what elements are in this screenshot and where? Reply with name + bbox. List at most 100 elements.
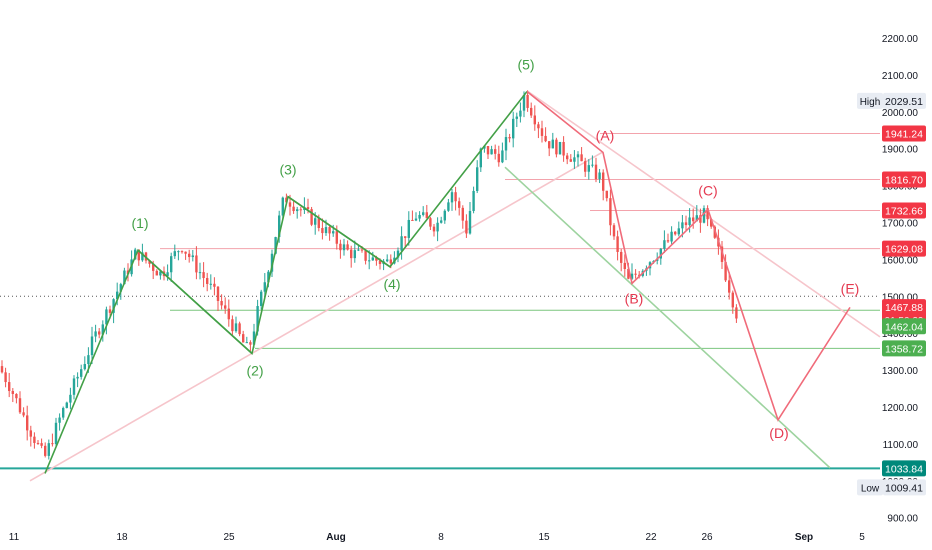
candle-body xyxy=(411,219,414,221)
candle-body xyxy=(580,154,583,162)
candle-body xyxy=(166,272,169,277)
candle-body xyxy=(454,192,457,202)
low-value: 1009.41 xyxy=(885,482,923,494)
candle-body xyxy=(735,307,738,319)
candle-body xyxy=(353,250,356,259)
candle-body xyxy=(202,272,205,279)
candle-body xyxy=(494,149,497,154)
candle-body xyxy=(670,231,673,242)
candle-body xyxy=(87,355,90,364)
candle-body xyxy=(414,218,418,221)
candle-body xyxy=(627,268,630,279)
candle-body xyxy=(602,172,605,191)
candle-body xyxy=(101,324,104,335)
candle-body xyxy=(710,219,713,227)
candle-body xyxy=(249,342,252,345)
candle-body xyxy=(310,209,313,225)
candle-body xyxy=(461,207,464,221)
candle-body xyxy=(148,260,151,264)
low-value-bg xyxy=(883,479,926,496)
high-value-bg xyxy=(883,92,926,109)
candle-body xyxy=(155,270,158,276)
candle-body xyxy=(119,284,122,292)
candle-body xyxy=(378,260,382,265)
y-tick-label: 1700.00 xyxy=(882,219,919,230)
candle-body xyxy=(58,417,61,423)
candle-body xyxy=(51,443,54,445)
candle-body xyxy=(335,231,338,244)
x-tick-label: 18 xyxy=(116,532,128,543)
candle-body xyxy=(576,154,580,158)
x-tick-label: Aug xyxy=(326,532,345,543)
y-tick-label: 1100.00 xyxy=(883,440,919,451)
candle-body xyxy=(72,378,76,395)
level-tag-1033: 1033.84 xyxy=(885,463,923,475)
candle-body xyxy=(591,164,594,166)
level-tag-1816.70-bg xyxy=(882,171,926,188)
candle-body xyxy=(609,198,612,226)
level-tag-1816.70: 1816.70 xyxy=(885,174,923,186)
candle-body xyxy=(728,280,731,293)
y-tick-label: 900.00 xyxy=(887,514,918,525)
candle-body xyxy=(720,246,724,262)
level-tag-1941.24: 1941.24 xyxy=(885,128,923,140)
candle-body xyxy=(450,192,454,203)
y-tick-label: 1500.00 xyxy=(882,292,919,303)
candle-body xyxy=(479,148,482,168)
high-label-bg xyxy=(857,92,883,109)
candle-body xyxy=(504,137,508,151)
price-tags: 1941.241816.701732.661629.081467.8801:50… xyxy=(857,92,926,496)
candle-body xyxy=(562,141,565,156)
candle-body xyxy=(699,215,702,223)
candle-body xyxy=(15,393,18,399)
level-tag-1033-bg xyxy=(882,460,926,477)
y-tick-label: 1300.00 xyxy=(882,366,919,377)
candle-body xyxy=(47,443,50,456)
candle-body xyxy=(332,231,335,234)
candle-body xyxy=(422,212,425,215)
candle-body xyxy=(569,159,572,162)
candle-body xyxy=(105,309,108,325)
falling-channel-line xyxy=(504,166,831,469)
candle-body xyxy=(69,394,72,403)
candle-body xyxy=(245,342,248,344)
candle-body xyxy=(594,164,598,180)
candle-body xyxy=(512,118,515,139)
candle-body xyxy=(108,309,112,313)
candle-body xyxy=(209,283,212,285)
candle-body xyxy=(90,336,94,356)
candle-body xyxy=(497,153,500,163)
x-tick-label: 5 xyxy=(859,532,865,543)
candle-body xyxy=(8,382,11,391)
candle-body xyxy=(476,167,479,191)
candle-body xyxy=(584,161,587,172)
candle-body xyxy=(296,209,299,212)
candle-body xyxy=(551,139,554,149)
wave-label-correction: (E) xyxy=(841,280,860,296)
candle-body xyxy=(368,260,371,262)
candle-body xyxy=(260,291,263,307)
candle-body xyxy=(620,251,623,263)
trend-lines xyxy=(29,90,881,482)
candle-body xyxy=(123,270,126,285)
candle-body xyxy=(659,248,662,259)
candle-body xyxy=(677,228,680,235)
candle-body xyxy=(688,217,691,226)
y-tick-label: 1900.00 xyxy=(882,145,919,156)
high-value: 2029.51 xyxy=(885,96,923,108)
candle-body xyxy=(558,141,562,155)
candle-body xyxy=(346,244,349,250)
level-tag-1629.08: 1629.08 xyxy=(885,244,923,256)
candle-body xyxy=(4,372,7,383)
candle-body xyxy=(375,257,378,261)
candle-body xyxy=(321,228,324,234)
candle-body xyxy=(404,236,407,238)
y-tick-label: 1400.00 xyxy=(882,329,919,340)
candle-body xyxy=(674,231,677,235)
candle-body xyxy=(702,208,706,223)
level-tag-1462-bg xyxy=(882,318,926,335)
candle-body xyxy=(54,422,58,445)
candle-body xyxy=(242,334,245,343)
x-tick-label: 25 xyxy=(223,532,235,543)
